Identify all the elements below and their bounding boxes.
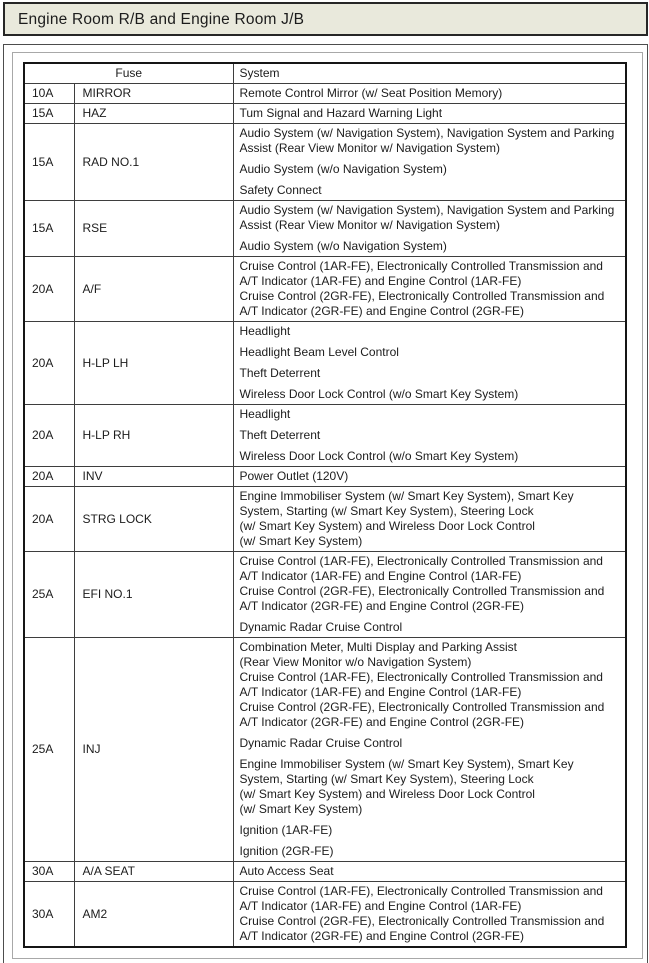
fuse-name: STRG LOCK	[73, 486, 234, 552]
table-row: 20A STRG LOCK Engine Immobiliser System (w…	[23, 486, 627, 552]
fuse-name: RAD NO.1	[73, 123, 234, 201]
system-cell: Combination Meter, Multi Display and Par…	[232, 637, 627, 862]
system-entry: Ignition (1AR-FE)	[239, 823, 333, 837]
table-row: 30A A/A SEAT Auto Access Seat	[23, 861, 627, 882]
fuse-amperage: 20A	[23, 321, 75, 405]
system-entry: Auto Access Seat	[239, 864, 334, 878]
fuse-amperage: 20A	[23, 466, 75, 487]
fuse-name: INJ	[73, 637, 234, 862]
content-outer-frame: Fuse System 10A MIRROR Remote Control Mirr…	[3, 44, 648, 963]
system-entry: Wireless Door Lock Control (w/o Smart Ke…	[239, 387, 519, 401]
fuse-amperage: 30A	[23, 861, 75, 882]
table-row: 20A H-LP LH Headlight Headlight Beam Level …	[23, 321, 627, 405]
table-row: 15A RAD NO.1 Audio System (w/ Navigation S…	[23, 123, 627, 201]
system-entry: Engine Immobiliser System (w/ Smart Key …	[239, 489, 574, 548]
system-entry: Headlight	[239, 324, 291, 338]
fuse-name: INV	[73, 466, 234, 487]
system-cell: Headlight Theft Deterrent Wireless Door Lo…	[232, 404, 627, 467]
table-row: 25A EFI NO.1 Cruise Control (1AR-FE), Elec…	[23, 551, 627, 638]
system-entry: Headlight Beam Level Control	[239, 345, 399, 359]
table-row: 30A AM2 Cruise Control (1AR-FE), Electroni…	[23, 881, 627, 948]
fuse-name: H-LP RH	[73, 404, 234, 467]
fuse-name: A/A SEAT	[73, 861, 234, 882]
fuse-name: A/F	[73, 256, 234, 322]
system-cell: Cruise Control (1AR-FE), Electronically …	[232, 551, 627, 638]
fuse-table-body: 10A MIRROR Remote Control Mirror (w/ Seat …	[23, 83, 627, 948]
fuse-amperage: 15A	[23, 103, 75, 124]
fuse-amperage: 20A	[23, 256, 75, 322]
system-entry: Audio System (w/ Navigation System), Nav…	[239, 203, 615, 232]
fuse-amperage: 25A	[23, 551, 75, 638]
system-entry: Audio System (w/ Navigation System), Nav…	[239, 126, 615, 155]
content-inner-frame: Fuse System 10A MIRROR Remote Control Mirr…	[12, 52, 643, 959]
fuse-name: RSE	[73, 200, 234, 257]
system-entry: Dynamic Radar Cruise Control	[239, 620, 403, 634]
system-entry: Power Outlet (120V)	[239, 469, 349, 483]
system-cell: Cruise Control (1AR-FE), Electronically …	[232, 881, 627, 948]
table-row: 15A HAZ Tum Signal and Hazard Warning Ligh…	[23, 103, 627, 124]
system-entry: Remote Control Mirror (w/ Seat Position …	[239, 86, 503, 100]
system-entry: Theft Deterrent	[239, 428, 321, 442]
system-cell: Headlight Headlight Beam Level Control The…	[232, 321, 627, 405]
fuse-table-header: Fuse System	[23, 62, 627, 84]
system-entry: Tum Signal and Hazard Warning Light	[239, 106, 443, 120]
system-entry: Safety Connect	[239, 183, 322, 197]
header-row: Fuse System	[23, 62, 627, 84]
system-entry: Combination Meter, Multi Display and Par…	[239, 640, 605, 729]
table-row: 10A MIRROR Remote Control Mirror (w/ Seat …	[23, 83, 627, 104]
fuse-amperage: 30A	[23, 881, 75, 948]
system-entry: Audio System (w/o Navigation System)	[239, 162, 447, 176]
fuse-amperage: 20A	[23, 486, 75, 552]
fuse-amperage: 10A	[23, 83, 75, 104]
system-cell: Remote Control Mirror (w/ Seat Position …	[232, 83, 627, 104]
system-entry: Theft Deterrent	[239, 366, 321, 380]
system-cell: Power Outlet (120V)	[232, 466, 627, 487]
system-entry: Dynamic Radar Cruise Control	[239, 736, 403, 750]
system-cell: Auto Access Seat	[232, 861, 627, 882]
system-entry: Ignition (2GR-FE)	[239, 844, 334, 858]
fuse-name: HAZ	[73, 103, 234, 124]
system-entry: Cruise Control (1AR-FE), Electronically …	[239, 884, 605, 943]
page-title-bar: Engine Room R/B and Engine Room J/B	[3, 2, 648, 36]
fuse-name: AM2	[73, 881, 234, 948]
system-entry: Wireless Door Lock Control (w/o Smart Ke…	[239, 449, 519, 463]
fuse-table: Fuse System 10A MIRROR Remote Control Mirr…	[23, 62, 627, 948]
table-row: 15A RSE Audio System (w/ Navigation System…	[23, 200, 627, 257]
system-entry: Audio System (w/o Navigation System)	[239, 239, 447, 253]
fuse-amperage: 20A	[23, 404, 75, 467]
system-entry: Cruise Control (1AR-FE), Electronically …	[239, 259, 605, 318]
system-cell: Engine Immobiliser System (w/ Smart Key …	[232, 486, 627, 552]
table-row: 20A A/F Cruise Control (1AR-FE), Electroni…	[23, 256, 627, 322]
fuse-amperage: 25A	[23, 637, 75, 862]
table-row: 20A INV Power Outlet (120V)	[23, 466, 627, 487]
system-column-header: System	[232, 62, 627, 84]
system-entry: Headlight	[239, 407, 291, 421]
system-cell: Audio System (w/ Navigation System), Nav…	[232, 200, 627, 257]
system-entry: Cruise Control (1AR-FE), Electronically …	[239, 554, 605, 613]
system-cell: Tum Signal and Hazard Warning Light	[232, 103, 627, 124]
system-cell: Cruise Control (1AR-FE), Electronically …	[232, 256, 627, 322]
fuse-amperage: 15A	[23, 200, 75, 257]
system-entry: Engine Immobiliser System (w/ Smart Key …	[239, 757, 574, 816]
fuse-name: H-LP LH	[73, 321, 234, 405]
table-row: 25A INJ Combination Meter, Multi Display a…	[23, 637, 627, 862]
fuse-amperage: 15A	[23, 123, 75, 201]
fuse-name: MIRROR	[73, 83, 234, 104]
fuse-name: EFI NO.1	[73, 551, 234, 638]
fuse-column-header: Fuse	[23, 62, 234, 84]
system-cell: Audio System (w/ Navigation System), Nav…	[232, 123, 627, 201]
table-row: 20A H-LP RH Headlight Theft Deterrent Wirele…	[23, 404, 627, 467]
page-title: Engine Room R/B and Engine Room J/B	[18, 11, 305, 28]
